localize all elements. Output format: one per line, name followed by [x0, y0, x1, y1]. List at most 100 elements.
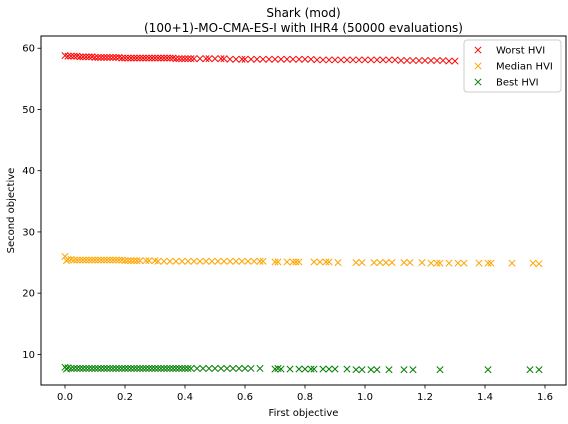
- data-point: [115, 256, 123, 264]
- data-point: [121, 54, 129, 62]
- data-point: [181, 55, 189, 63]
- data-point: [85, 364, 93, 373]
- data-point: [214, 257, 222, 265]
- data-point: [139, 364, 147, 373]
- data-point: [190, 257, 198, 265]
- data-point: [175, 364, 183, 373]
- data-point: [151, 364, 159, 373]
- data-point: [202, 257, 210, 265]
- data-point: [142, 364, 150, 373]
- x-axis-label: First objective: [269, 408, 339, 419]
- data-point: [283, 258, 291, 266]
- data-point: [82, 53, 90, 61]
- data-point: [415, 56, 423, 65]
- data-point: [397, 56, 405, 65]
- legend-label: Best HVI: [496, 78, 539, 89]
- data-point: [70, 364, 78, 373]
- data-point: [289, 258, 297, 266]
- data-point: [205, 55, 213, 63]
- data-point: [184, 364, 192, 373]
- data-point: [310, 258, 318, 266]
- data-point: [253, 55, 261, 63]
- data-point: [409, 366, 417, 374]
- data-point: [217, 55, 225, 63]
- data-point: [100, 53, 108, 61]
- data-point: [400, 366, 408, 374]
- data-point: [508, 259, 516, 267]
- data-point: [121, 364, 129, 373]
- data-point: [76, 256, 84, 264]
- data-point: [259, 257, 267, 265]
- data-point: [223, 364, 231, 373]
- data-point: [331, 56, 339, 64]
- data-point: [247, 55, 255, 63]
- data-point: [451, 57, 459, 65]
- data-point: [337, 56, 345, 64]
- data-point: [325, 258, 333, 266]
- data-point: [211, 364, 219, 373]
- data-point: [196, 55, 204, 63]
- legend-marker: [474, 46, 482, 54]
- data-point: [160, 54, 168, 62]
- data-point: [124, 54, 132, 62]
- x-tick-label: 1.6: [537, 392, 553, 403]
- y-axis-label: Second objective: [6, 168, 17, 254]
- data-point: [247, 364, 255, 373]
- data-point: [358, 258, 366, 267]
- data-point: [184, 55, 192, 63]
- data-point: [148, 54, 156, 62]
- data-point: [178, 257, 186, 265]
- data-point: [229, 364, 237, 373]
- data-point: [310, 365, 318, 373]
- y-tick-label: 20: [22, 289, 35, 300]
- data-point: [73, 364, 81, 373]
- data-point: [88, 256, 96, 264]
- data-point: [103, 53, 111, 61]
- data-point: [157, 364, 165, 373]
- data-point: [418, 258, 426, 267]
- data-point: [145, 54, 153, 62]
- data-point: [169, 364, 177, 373]
- x-axis-ticks: 0.0 0.2 0.4 0.6 0.8 1.0 1.2 1.4 1.6: [57, 385, 553, 403]
- data-point: [322, 258, 330, 266]
- data-point: [142, 257, 150, 265]
- data-point: [79, 364, 87, 373]
- data-point: [193, 364, 201, 373]
- data-point: [136, 364, 144, 373]
- x-tick-label: 1.4: [477, 392, 493, 403]
- data-point: [70, 52, 78, 60]
- data-point: [292, 258, 300, 266]
- data-point: [118, 364, 126, 373]
- x-tick-label: 0.6: [237, 392, 253, 403]
- data-point: [256, 364, 264, 373]
- data-point: [316, 258, 324, 266]
- data-point: [301, 365, 309, 373]
- data-point: [154, 364, 162, 373]
- data-point: [352, 366, 360, 374]
- x-tick-label: 0.8: [297, 392, 313, 403]
- data-point: [436, 259, 444, 267]
- data-point: [313, 56, 321, 64]
- data-point: [271, 258, 279, 266]
- data-point: [97, 53, 105, 61]
- data-point: [97, 364, 105, 373]
- data-point: [274, 258, 282, 266]
- data-point: [220, 55, 228, 63]
- data-point: [76, 53, 84, 61]
- data-point: [217, 364, 225, 373]
- data-point: [67, 52, 75, 60]
- data-point: [94, 256, 102, 264]
- data-point: [172, 55, 180, 63]
- data-point: [226, 257, 234, 265]
- plot-frame: [40, 35, 567, 386]
- data-point: [238, 55, 246, 63]
- data-point: [433, 56, 441, 65]
- data-point: [211, 55, 219, 63]
- data-point: [433, 259, 441, 267]
- data-point: [277, 365, 285, 373]
- data-point: [271, 55, 279, 63]
- data-point: [349, 56, 357, 64]
- data-point: [112, 256, 120, 264]
- data-point: [487, 259, 495, 267]
- data-point: [88, 364, 96, 373]
